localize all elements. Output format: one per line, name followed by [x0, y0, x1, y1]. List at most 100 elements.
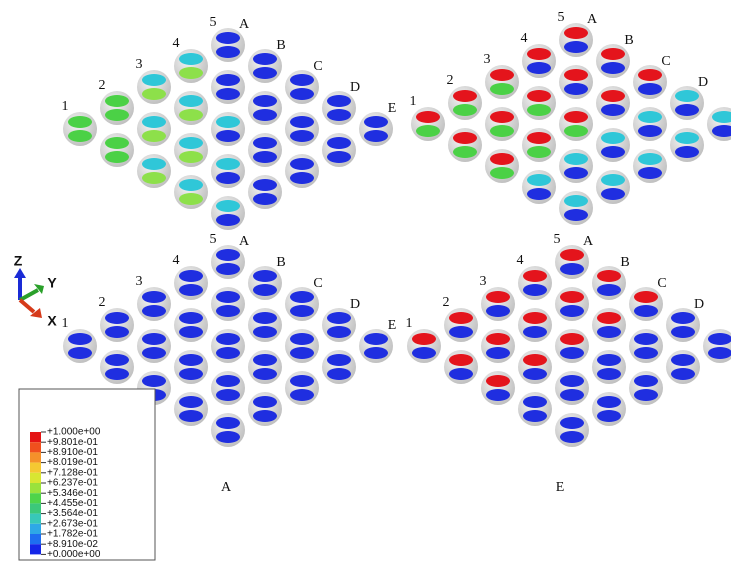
- row-label: 4: [173, 253, 180, 268]
- upper-disc: [597, 270, 621, 282]
- lower-disc: [105, 109, 129, 121]
- lower-disc: [253, 368, 277, 380]
- lower-disc: [597, 368, 621, 380]
- upper-disc: [142, 116, 166, 128]
- lower-disc: [290, 389, 314, 401]
- lower-disc: [527, 104, 551, 116]
- row-label: 1: [62, 316, 69, 331]
- lower-disc: [216, 172, 240, 184]
- upper-disc: [601, 174, 625, 186]
- upper-disc: [179, 179, 203, 191]
- upper-disc: [327, 312, 351, 324]
- lower-disc: [486, 347, 510, 359]
- lower-disc: [560, 389, 584, 401]
- lower-disc: [179, 193, 203, 205]
- figure: Z Y X +1.000e+00+9.801e-01+8.910e-01+8.0…: [0, 0, 731, 563]
- lower-disc: [290, 88, 314, 100]
- row-label: 3: [136, 274, 143, 289]
- lower-disc: [564, 167, 588, 179]
- upper-disc: [675, 90, 699, 102]
- lower-disc: [68, 130, 92, 142]
- lower-disc: [253, 193, 277, 205]
- y-label: Y: [47, 275, 57, 291]
- lower-disc: [327, 368, 351, 380]
- lower-disc: [564, 125, 588, 137]
- z-label: Z: [14, 253, 23, 269]
- lower-disc: [638, 167, 662, 179]
- upper-disc: [142, 291, 166, 303]
- upper-disc: [560, 417, 584, 429]
- lower-disc: [216, 130, 240, 142]
- lower-disc: [253, 326, 277, 338]
- caption: A: [221, 480, 232, 495]
- upper-disc: [638, 153, 662, 165]
- upper-disc: [638, 69, 662, 81]
- col-label: C: [313, 59, 322, 74]
- upper-disc: [453, 132, 477, 144]
- lower-disc: [597, 284, 621, 296]
- upper-disc: [597, 396, 621, 408]
- lower-disc: [142, 305, 166, 317]
- upper-disc: [290, 158, 314, 170]
- lower-disc: [634, 347, 658, 359]
- upper-disc: [449, 312, 473, 324]
- lower-disc: [142, 172, 166, 184]
- lower-disc: [216, 431, 240, 443]
- upper-disc: [564, 69, 588, 81]
- upper-disc: [216, 249, 240, 261]
- row-label: 2: [99, 295, 106, 310]
- upper-disc: [68, 333, 92, 345]
- row-label: 1: [406, 316, 413, 331]
- col-label: E: [388, 101, 397, 116]
- upper-disc: [527, 48, 551, 60]
- upper-disc: [416, 111, 440, 123]
- lower-disc: [453, 104, 477, 116]
- row-label: 5: [554, 232, 561, 247]
- upper-disc: [290, 116, 314, 128]
- upper-disc: [523, 270, 547, 282]
- row-label: 4: [521, 31, 528, 46]
- upper-disc: [601, 132, 625, 144]
- lower-disc: [601, 104, 625, 116]
- upper-disc: [564, 111, 588, 123]
- lower-disc: [523, 284, 547, 296]
- upper-disc: [216, 333, 240, 345]
- lower-disc: [253, 67, 277, 79]
- upper-disc: [216, 32, 240, 44]
- row-label: 4: [173, 36, 180, 51]
- x-label: X: [47, 313, 57, 329]
- lower-disc: [142, 347, 166, 359]
- lower-disc: [638, 83, 662, 95]
- upper-disc: [216, 158, 240, 170]
- upper-disc: [523, 312, 547, 324]
- legend-label: +0.000e+00: [47, 549, 101, 560]
- upper-disc: [327, 95, 351, 107]
- lower-disc: [327, 326, 351, 338]
- lower-disc: [142, 88, 166, 100]
- lower-disc: [364, 130, 388, 142]
- col-label: E: [388, 318, 397, 333]
- lower-disc: [527, 146, 551, 158]
- upper-disc: [142, 333, 166, 345]
- upper-disc: [490, 69, 514, 81]
- upper-disc: [490, 153, 514, 165]
- upper-disc: [671, 312, 695, 324]
- lower-disc: [490, 83, 514, 95]
- lower-disc: [216, 88, 240, 100]
- lower-disc: [253, 151, 277, 163]
- upper-disc: [486, 375, 510, 387]
- col-label: A: [583, 234, 594, 249]
- upper-disc: [671, 354, 695, 366]
- lower-disc: [523, 410, 547, 422]
- upper-disc: [179, 354, 203, 366]
- upper-disc: [253, 179, 277, 191]
- lower-disc: [527, 188, 551, 200]
- upper-disc: [216, 200, 240, 212]
- upper-disc: [142, 375, 166, 387]
- upper-disc: [560, 291, 584, 303]
- col-label: A: [587, 12, 598, 27]
- upper-disc: [527, 174, 551, 186]
- lower-disc: [449, 326, 473, 338]
- lower-disc: [179, 410, 203, 422]
- lower-disc: [675, 104, 699, 116]
